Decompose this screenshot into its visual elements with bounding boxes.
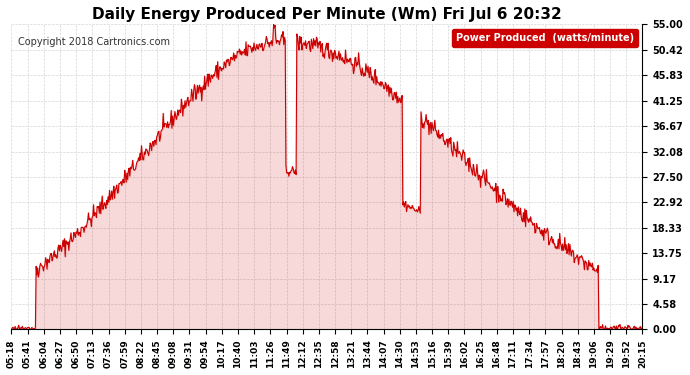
Title: Daily Energy Produced Per Minute (Wm) Fri Jul 6 20:32: Daily Energy Produced Per Minute (Wm) Fr… <box>92 7 562 22</box>
Legend: Power Produced  (watts/minute): Power Produced (watts/minute) <box>452 29 638 47</box>
Text: Copyright 2018 Cartronics.com: Copyright 2018 Cartronics.com <box>18 37 170 47</box>
